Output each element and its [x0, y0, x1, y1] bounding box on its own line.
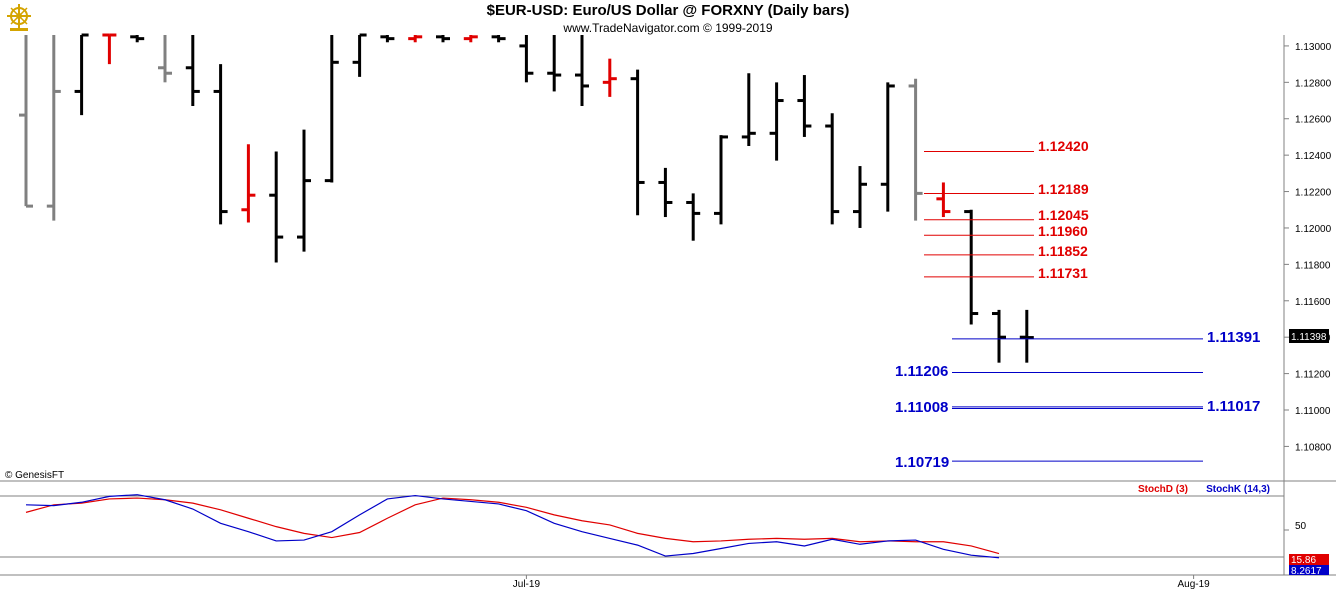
price-tick-label: 1.12000: [1295, 224, 1332, 235]
support-label-3: 1.11008: [895, 399, 948, 416]
price-tick-label: 1.12400: [1295, 151, 1332, 162]
ohlc-bar: [408, 35, 422, 42]
ohlc-bar: [47, 35, 61, 221]
ohlc-bar: [853, 166, 867, 228]
resistance-label-4: 1.11960: [1038, 223, 1088, 239]
ohlc-bar: [19, 35, 33, 206]
price-tick-label: 1.11600: [1295, 297, 1331, 308]
osc-tick-50: 50: [1295, 521, 1307, 532]
support-label-1: 1.11391: [1207, 329, 1260, 346]
ohlc-bar: [686, 193, 700, 240]
ohlc-bar: [158, 35, 172, 82]
ohlc-bar: [603, 59, 617, 97]
ohlc-bar: [380, 35, 394, 42]
ohlc-bar: [436, 35, 450, 42]
ohlc-bar: [492, 35, 506, 42]
stoch-d-last-label: 15.86: [1291, 555, 1316, 566]
level-lines: [924, 152, 1203, 462]
last-price-label: 1.11398: [1291, 332, 1327, 343]
date-tick-label: Aug-19: [1177, 579, 1210, 590]
stoch-k-line: [26, 495, 999, 558]
ohlc-bar: [102, 35, 116, 64]
ohlc-bar: [992, 310, 1006, 363]
ohlc-bars: [19, 35, 1034, 363]
price-tick-label: 1.11800: [1295, 260, 1331, 271]
stoch-d-line: [26, 498, 999, 553]
price-tick-label: 1.13000: [1295, 42, 1332, 53]
ohlc-bar: [547, 35, 561, 91]
price-tick-label: 1.12200: [1295, 188, 1332, 199]
ohlc-bar: [770, 82, 784, 160]
ohlc-bar: [297, 130, 311, 252]
price-tick-label: 1.11000: [1295, 406, 1331, 417]
ohlc-bar: [269, 152, 283, 263]
price-axis: 1.13000 1.12800 1.12600 1.12400 1.12200 1.120…: [1284, 42, 1332, 453]
resistance-label-6: 1.11731: [1038, 265, 1088, 281]
ohlc-bar: [797, 75, 811, 137]
stochastic-panel: [26, 495, 1289, 558]
ohlc-bar: [575, 35, 589, 106]
legend-stoch-d: StochD (3): [1138, 484, 1188, 495]
ohlc-bar: [825, 113, 839, 224]
ohlc-bar: [75, 35, 89, 115]
date-axis: Jul-19 Aug-19: [513, 575, 1210, 590]
stoch-k-last-label: 8.2617: [1291, 566, 1322, 577]
ohlc-bar: [714, 135, 728, 224]
ohlc-bar: [881, 82, 895, 211]
ohlc-bar: [241, 144, 255, 222]
ohlc-bar: [742, 73, 756, 146]
price-tick-label: 1.11200: [1295, 370, 1331, 381]
resistance-label-2: 1.12189: [1038, 181, 1089, 197]
price-tick-label: 1.12800: [1295, 78, 1332, 89]
date-tick-label: Jul-19: [513, 579, 541, 590]
support-label-2: 1.11206: [895, 363, 948, 380]
legend-stoch-k: StochK (14,3): [1206, 484, 1270, 495]
ohlc-bar: [186, 35, 200, 106]
ohlc-bar: [909, 79, 923, 221]
ohlc-bar: [964, 210, 978, 325]
ohlc-bar: [936, 182, 950, 217]
ohlc-bar: [519, 35, 533, 82]
ohlc-bar: [353, 35, 367, 77]
ohlc-bar: [658, 168, 672, 217]
resistance-label-5: 1.11852: [1038, 243, 1088, 259]
ohlc-bar: [631, 70, 645, 216]
ohlc-bar: [325, 35, 339, 182]
ohlc-bar: [214, 64, 228, 224]
price-tick-label: 1.10800: [1295, 442, 1332, 453]
price-tick-label: 1.12600: [1295, 115, 1332, 126]
watermark: © GenesisFT: [5, 470, 64, 481]
support-label-3b: 1.11017: [1207, 398, 1260, 415]
resistance-label-3: 1.12045: [1038, 207, 1089, 223]
ohlc-bar: [130, 35, 144, 42]
ohlc-bar: [464, 35, 478, 42]
support-label-4: 1.10719: [895, 454, 949, 471]
resistance-label-1: 1.12420: [1038, 138, 1089, 154]
